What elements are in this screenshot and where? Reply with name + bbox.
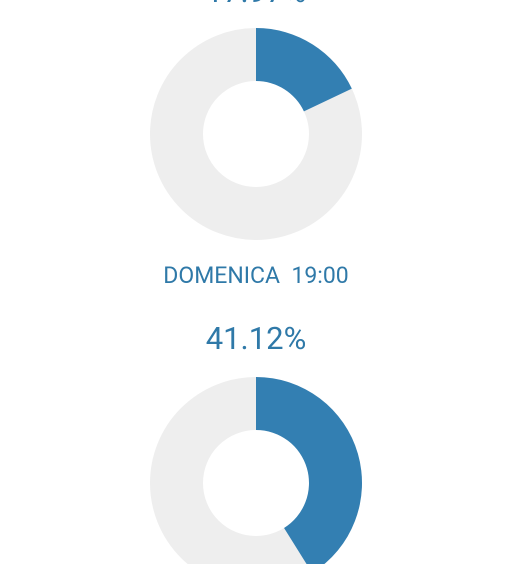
donut-segment xyxy=(256,377,362,564)
percent-label: 41.12% xyxy=(206,320,307,357)
percent-label: 17.97% xyxy=(206,0,307,10)
session-heading: DOMENICA 19:00 xyxy=(163,262,348,289)
donut-segment xyxy=(256,28,352,112)
